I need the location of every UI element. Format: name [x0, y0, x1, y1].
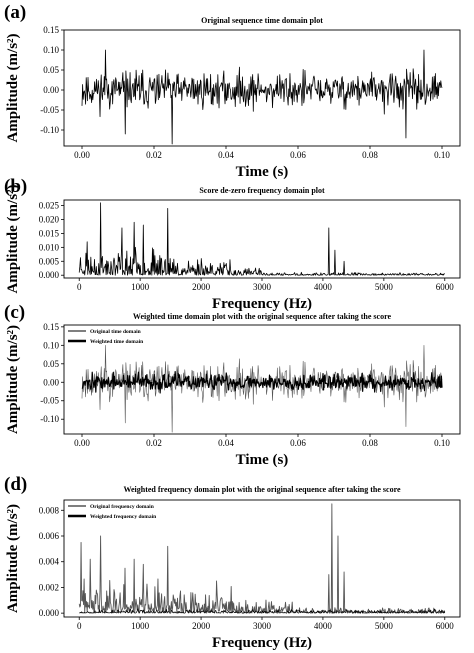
x-axis-label: Frequency (Hz) [212, 296, 312, 312]
legend-label: Original time domain [90, 329, 141, 335]
plot-frame [63, 199, 461, 279]
panel-a: (a) Original sequence time domain plot 0.0… [4, 2, 461, 180]
series-line-0 [78, 202, 445, 276]
y-tick-label: -0.05 [40, 105, 59, 115]
x-tick-label: 0.04 [218, 438, 234, 448]
x-tick-label: 6000 [436, 621, 455, 631]
x-axis-label: Time (s) [236, 164, 289, 180]
y-tick-label: 0.05 [43, 359, 59, 369]
y-axis-label: Amplitude (m/s²) [5, 325, 21, 434]
series-line-0 [81, 345, 443, 433]
y-axis-label: Amplitude (m/s²) [5, 33, 21, 142]
series-line-1 [79, 608, 446, 614]
x-tick-label: 3000 [253, 282, 272, 292]
y-tick-label: -0.10 [40, 414, 59, 424]
x-tick-label: 5000 [375, 621, 394, 631]
series-line-0 [78, 503, 446, 614]
panel-b: (b) Score de-zero frequency domain plot 0 1… [4, 176, 461, 312]
x-tick-label: 5000 [375, 282, 394, 292]
x-tick-label: 1000 [131, 621, 150, 631]
x-tick-label: 0.08 [362, 150, 378, 160]
y-tick-label: 0.10 [43, 340, 59, 350]
y-tick-label: 0.15 [43, 322, 59, 332]
panel-c: (c) Weighted time domain plot with the or… [4, 302, 461, 468]
y-tick-label: 0.008 [39, 505, 60, 515]
series-line-1 [81, 370, 443, 394]
legend-label: Original frequency domain [90, 504, 154, 510]
y-tick-label: 0.004 [39, 557, 60, 567]
x-tick-label: 2000 [192, 282, 211, 292]
x-tick-label: 0.02 [146, 150, 162, 160]
x-tick-label: 0.02 [146, 438, 162, 448]
chart-title: Original sequence time domain plot [201, 16, 323, 25]
y-tick-label: 0.025 [39, 201, 60, 211]
x-tick-label: 0.06 [290, 150, 306, 160]
x-tick-label: 0 [77, 282, 82, 292]
chart-title: Weighted time domain plot with the origi… [133, 312, 392, 321]
x-tick-label: 0.08 [362, 438, 378, 448]
panel-label: (d) [4, 474, 27, 495]
panel-label: (c) [4, 302, 25, 323]
x-tick-label: 4000 [314, 282, 333, 292]
y-tick-label: 0.00 [43, 377, 59, 387]
x-tick-label: 0.04 [218, 150, 234, 160]
plot-frame [63, 324, 461, 435]
legend-label: Weighted time domain [90, 339, 143, 345]
y-tick-label: 0.010 [39, 242, 60, 252]
panel-d: (d) Weighted frequency domain plot with t… [4, 474, 461, 651]
y-tick-label: 0.006 [39, 531, 60, 541]
x-tick-label: 0.06 [290, 438, 306, 448]
y-axis-label: Amplitude (m/s²) [5, 504, 21, 613]
plot-frame [63, 29, 461, 147]
y-tick-label: 0.020 [39, 215, 60, 225]
x-axis-label: Time (s) [236, 452, 289, 468]
y-axis-label: Amplitude (m/s²) [5, 184, 21, 293]
chart-title: Weighted frequency domain plot with the … [123, 485, 401, 494]
y-tick-label: 0.00 [43, 85, 59, 95]
y-tick-label: 0.002 [39, 582, 59, 592]
x-tick-label: 6000 [436, 282, 455, 292]
y-tick-label: 0.05 [43, 65, 59, 75]
panel-label: (b) [4, 176, 27, 197]
x-tick-label: 0.00 [74, 438, 90, 448]
x-tick-label: 0.10 [434, 150, 450, 160]
y-tick-label: 0.000 [39, 270, 60, 280]
series-line-0 [81, 49, 443, 145]
chart-title: Score de-zero frequency domain plot [199, 186, 325, 195]
x-tick-label: 3000 [253, 621, 272, 631]
x-tick-label: 1000 [131, 282, 150, 292]
x-tick-label: 0.00 [74, 150, 90, 160]
y-tick-label: 0.005 [39, 256, 60, 266]
x-tick-label: 0.10 [434, 438, 450, 448]
legend-label: Weighted frequency domain [90, 514, 156, 520]
y-tick-label: -0.10 [40, 125, 59, 135]
panel-label: (a) [4, 2, 26, 23]
y-tick-label: 0.000 [39, 608, 60, 618]
x-tick-label: 2000 [192, 621, 211, 631]
x-tick-label: 4000 [314, 621, 333, 631]
y-tick-label: -0.05 [40, 396, 59, 406]
y-tick-label: 0.15 [43, 25, 59, 35]
x-axis-label: Frequency (Hz) [212, 635, 312, 651]
x-tick-label: 0 [77, 621, 82, 631]
y-tick-label: 0.10 [43, 45, 59, 55]
y-tick-label: 0.015 [39, 228, 60, 238]
